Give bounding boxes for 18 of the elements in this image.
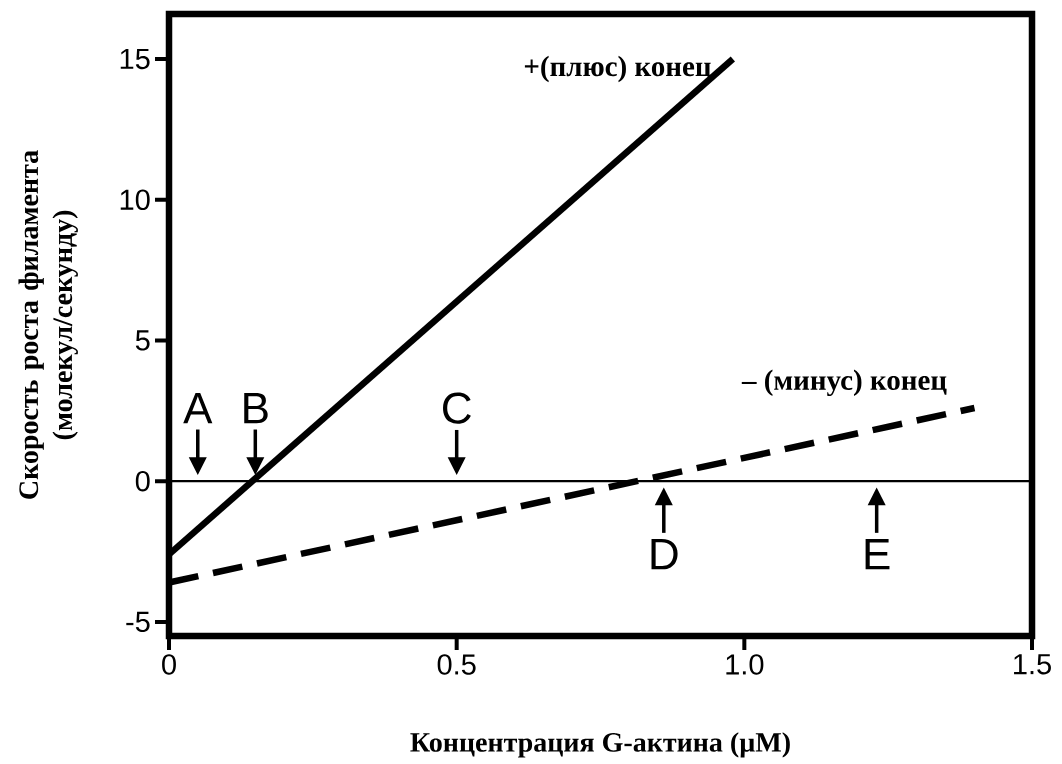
y-tick-label: -5 <box>126 611 150 633</box>
y-tick-label: 0 <box>135 470 150 492</box>
series-label: +(плюс) конец <box>524 55 712 83</box>
x-tick-label: 1.5 <box>1014 654 1051 675</box>
annotation: C <box>443 392 471 424</box>
x-tick-label: 0.5 <box>437 654 476 675</box>
y-tick-label: 5 <box>135 330 150 351</box>
y-tick-label: 15 <box>120 48 150 70</box>
annotation: A <box>183 393 213 424</box>
y-tick-label: 10 <box>120 189 150 210</box>
y-axis-title: Скорость роста филамента (молекул/секунду) <box>18 150 78 499</box>
annotation: D <box>651 539 678 570</box>
x-tick-label: 1.0 <box>726 654 764 675</box>
annotation: E <box>865 539 890 570</box>
annotation: B <box>244 393 268 424</box>
series-label: – (минус) конец <box>741 369 947 396</box>
x-tick-label: 0 <box>162 654 176 675</box>
x-axis-title: Концентрация G-актина (µM) <box>410 732 790 758</box>
